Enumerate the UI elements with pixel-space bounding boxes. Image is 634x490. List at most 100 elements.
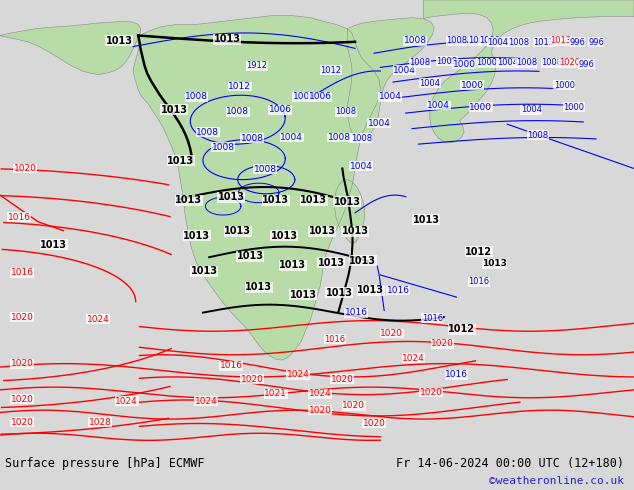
Text: 1013: 1013 bbox=[309, 226, 335, 237]
Text: 1020: 1020 bbox=[431, 339, 454, 348]
Text: 1013: 1013 bbox=[326, 288, 353, 298]
Text: 1020: 1020 bbox=[241, 375, 264, 384]
Text: 1013: 1013 bbox=[237, 251, 264, 261]
Text: 1016: 1016 bbox=[345, 308, 368, 317]
Text: 1013: 1013 bbox=[161, 105, 188, 115]
Text: 1021: 1021 bbox=[264, 389, 287, 398]
Text: 1013: 1013 bbox=[550, 36, 572, 45]
Text: 1020: 1020 bbox=[11, 417, 34, 427]
Text: 1013: 1013 bbox=[106, 36, 133, 46]
Text: 1020: 1020 bbox=[14, 164, 37, 173]
Text: 1012: 1012 bbox=[465, 247, 492, 257]
Text: 1008: 1008 bbox=[241, 134, 264, 143]
Text: 1024: 1024 bbox=[195, 397, 217, 406]
Text: 1016: 1016 bbox=[422, 314, 443, 323]
Text: 1013: 1013 bbox=[218, 193, 245, 202]
Text: 1013: 1013 bbox=[214, 34, 240, 44]
Text: 1020: 1020 bbox=[380, 329, 403, 338]
Text: 1013: 1013 bbox=[349, 256, 376, 266]
Text: 1000: 1000 bbox=[468, 36, 489, 45]
Text: 1008: 1008 bbox=[527, 131, 548, 140]
Text: 1000: 1000 bbox=[563, 103, 585, 112]
Text: 1004: 1004 bbox=[419, 79, 441, 88]
Text: 1020: 1020 bbox=[420, 388, 443, 397]
Text: 1016: 1016 bbox=[387, 286, 410, 295]
Text: 1008: 1008 bbox=[197, 128, 219, 137]
Text: 1912: 1912 bbox=[246, 61, 268, 70]
Text: 1008: 1008 bbox=[404, 36, 427, 45]
Text: 1008: 1008 bbox=[541, 58, 562, 68]
Text: 1013: 1013 bbox=[167, 155, 194, 166]
Text: 1020: 1020 bbox=[342, 401, 365, 410]
Text: 1020: 1020 bbox=[11, 313, 34, 321]
Text: Fr 14-06-2024 00:00 UTC (12+180): Fr 14-06-2024 00:00 UTC (12+180) bbox=[396, 457, 624, 469]
Text: 1004: 1004 bbox=[521, 105, 542, 115]
Text: 1000: 1000 bbox=[553, 81, 575, 90]
Text: 1008: 1008 bbox=[335, 107, 356, 116]
Text: 1004: 1004 bbox=[378, 92, 401, 101]
Text: 1012: 1012 bbox=[228, 82, 251, 91]
Text: 1004: 1004 bbox=[368, 119, 391, 128]
Polygon shape bbox=[133, 16, 380, 360]
Text: 1013: 1013 bbox=[301, 196, 327, 205]
Text: 1000: 1000 bbox=[453, 60, 476, 69]
Text: 1013: 1013 bbox=[482, 259, 507, 269]
Text: 1013: 1013 bbox=[176, 196, 202, 205]
Text: 1016: 1016 bbox=[220, 361, 243, 370]
Text: 1000: 1000 bbox=[476, 58, 498, 68]
Text: 1000: 1000 bbox=[461, 81, 484, 90]
Text: 1013: 1013 bbox=[245, 282, 272, 293]
Text: 1013: 1013 bbox=[271, 231, 297, 241]
Text: 1004: 1004 bbox=[393, 66, 416, 74]
Text: 1016: 1016 bbox=[324, 335, 346, 344]
Text: 1028: 1028 bbox=[89, 417, 112, 427]
Text: 1008: 1008 bbox=[185, 92, 208, 101]
Text: 1008: 1008 bbox=[293, 92, 316, 101]
Text: 1000: 1000 bbox=[479, 36, 500, 45]
Text: 1013: 1013 bbox=[533, 38, 555, 47]
Text: 1013: 1013 bbox=[41, 240, 67, 250]
Text: Surface pressure [hPa] ECMWF: Surface pressure [hPa] ECMWF bbox=[5, 457, 205, 469]
Text: 1000: 1000 bbox=[469, 103, 492, 112]
Text: 1024: 1024 bbox=[402, 354, 425, 363]
Polygon shape bbox=[0, 21, 141, 74]
Text: 1004: 1004 bbox=[427, 101, 450, 110]
Text: 1008: 1008 bbox=[409, 58, 430, 68]
Text: 1016: 1016 bbox=[8, 213, 30, 222]
Text: 1016: 1016 bbox=[468, 277, 489, 286]
Text: 996: 996 bbox=[578, 60, 595, 69]
Polygon shape bbox=[347, 18, 434, 140]
Text: 1020: 1020 bbox=[559, 58, 580, 68]
Text: 1013: 1013 bbox=[334, 197, 361, 207]
Text: 1008: 1008 bbox=[254, 165, 276, 174]
Text: 1013: 1013 bbox=[183, 231, 210, 241]
Polygon shape bbox=[424, 0, 634, 143]
Text: 1008: 1008 bbox=[226, 107, 249, 116]
Text: 1004: 1004 bbox=[280, 133, 303, 142]
Text: 1020: 1020 bbox=[363, 419, 385, 428]
Text: 1013: 1013 bbox=[262, 196, 289, 205]
Text: 1004: 1004 bbox=[496, 58, 518, 68]
Text: 1013: 1013 bbox=[358, 286, 384, 295]
Text: 996: 996 bbox=[569, 38, 585, 47]
Text: 1008: 1008 bbox=[446, 36, 467, 45]
Text: 1004: 1004 bbox=[350, 162, 373, 171]
Text: 1016: 1016 bbox=[11, 268, 34, 277]
Text: 1004: 1004 bbox=[487, 38, 508, 47]
Text: 1020: 1020 bbox=[309, 406, 332, 415]
Text: 1024: 1024 bbox=[309, 389, 332, 398]
Text: 1008: 1008 bbox=[436, 57, 458, 66]
Text: 996: 996 bbox=[588, 38, 604, 47]
Text: 1006: 1006 bbox=[269, 105, 292, 115]
Polygon shape bbox=[335, 180, 365, 244]
Text: 1016: 1016 bbox=[445, 370, 468, 379]
Text: 1020: 1020 bbox=[11, 394, 34, 404]
Text: 1008: 1008 bbox=[351, 134, 372, 143]
Text: 1020: 1020 bbox=[11, 359, 34, 368]
Text: 1006: 1006 bbox=[309, 92, 332, 101]
Text: 1020: 1020 bbox=[331, 375, 354, 384]
Polygon shape bbox=[446, 125, 459, 144]
Text: 1024: 1024 bbox=[87, 315, 110, 324]
Text: 1024: 1024 bbox=[287, 370, 309, 379]
Text: 1012: 1012 bbox=[320, 66, 342, 74]
